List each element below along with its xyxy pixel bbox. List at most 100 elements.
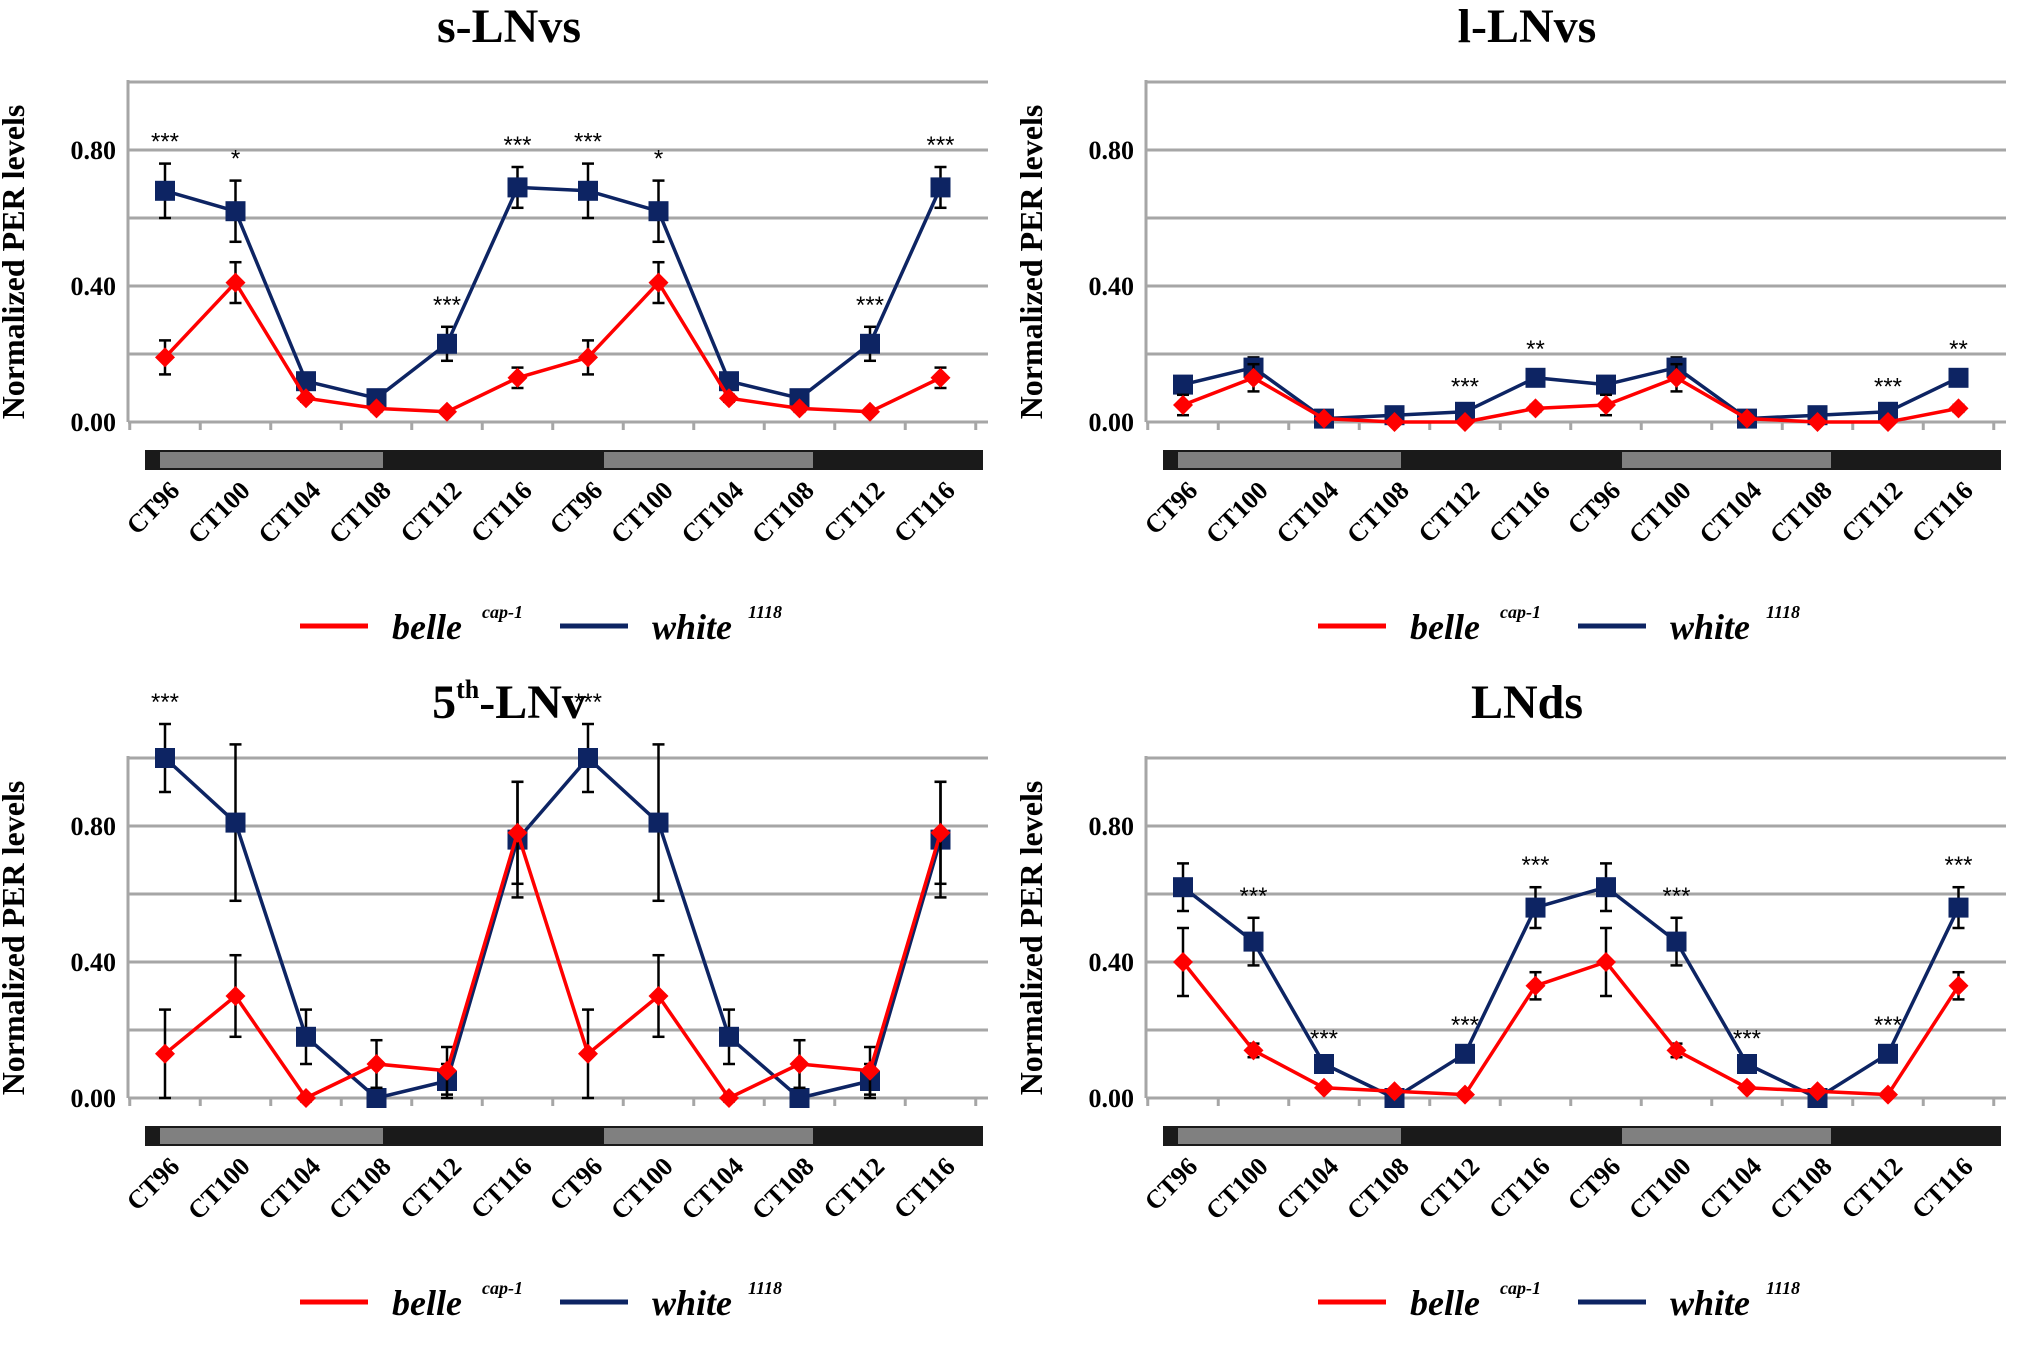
- x-tick-label: CT108: [323, 1152, 397, 1226]
- data-point-white1118: [1525, 897, 1546, 918]
- legend-sup-belle: cap-1: [1500, 1278, 1541, 1298]
- x-tick-label: CT116: [1906, 1152, 1979, 1225]
- data-point-white1118: [437, 333, 457, 354]
- series-line-bellecap-1: [163, 280, 942, 414]
- data-point-white1118: [789, 388, 810, 409]
- data-point-white1118: [366, 1088, 387, 1108]
- data-point-bellecap-1: [225, 272, 246, 293]
- data-point-white1118: [1243, 931, 1264, 952]
- x-tick-label: CT104: [676, 476, 750, 550]
- significance-marker: ***: [503, 132, 531, 159]
- data-point-bellecap-1: [578, 347, 598, 368]
- series-line-white1118: [1181, 885, 1961, 1100]
- data-point-bellecap-1: [930, 367, 951, 388]
- data-point-white1118: [1173, 374, 1193, 395]
- significance-marker: ***: [1451, 373, 1479, 400]
- legend: belle cap-1 white 1118: [1318, 602, 1800, 647]
- legend: belle cap-1 white 1118: [300, 602, 782, 647]
- data-point-bellecap-1: [719, 388, 739, 409]
- data-point-bellecap-1: [1737, 1077, 1757, 1098]
- legend-sup-white: 1118: [748, 602, 782, 622]
- x-tick-label: CT112: [818, 476, 891, 549]
- significance-marker: ***: [1662, 883, 1690, 910]
- data-point-bellecap-1: [437, 401, 457, 422]
- legend-sup-white: 1118: [1766, 602, 1800, 622]
- light-phase-segment: [604, 452, 813, 468]
- x-tick-label: CT104: [1694, 476, 1768, 550]
- x-tick-label: CT116: [1483, 1152, 1556, 1225]
- x-tick-label: CT116: [1906, 476, 1979, 549]
- legend-label-belle: belle: [392, 607, 462, 647]
- x-tick-label: CT100: [1200, 1152, 1274, 1226]
- legend-sup-belle: cap-1: [1500, 602, 1541, 622]
- y-tick-label: 0.00: [1089, 1084, 1135, 1113]
- x-tick-label: CT100: [1623, 476, 1697, 550]
- light-phase-segment: [1622, 1128, 1831, 1144]
- light-phase-segment: [1178, 452, 1401, 468]
- x-tick-label: CT112: [1836, 1152, 1909, 1225]
- significance-marker: *: [231, 146, 240, 173]
- significance-marker: ***: [574, 689, 602, 716]
- legend-label-white: white: [1670, 1283, 1750, 1323]
- significance-marker: ***: [1521, 852, 1549, 879]
- legend-label-white: white: [652, 607, 732, 647]
- significance-marker: ***: [856, 292, 884, 319]
- data-point-white1118: [719, 1026, 739, 1047]
- y-tick-label: 0.80: [71, 136, 117, 165]
- data-point-bellecap-1: [719, 1088, 739, 1108]
- panel-lnds: LNds 0.00 0.40 0.80 Normalized PER levels CT9…: [1013, 676, 2036, 1352]
- series-line-bellecap-1: [1182, 376, 1959, 424]
- data-point-white1118: [1455, 1043, 1475, 1064]
- y-tick-label: 0.00: [71, 408, 117, 437]
- significance-marker: ***: [151, 689, 179, 716]
- y-tick-label: 0.40: [1089, 948, 1135, 977]
- data-point-white1118: [1314, 1054, 1334, 1074]
- x-tick-label: CT112: [1413, 1152, 1486, 1225]
- chart-s-lnvs: s-LNvs 0.00 0.40 0.80 Normalized PER levels C…: [0, 0, 988, 647]
- data-point-bellecap-1: [1173, 952, 1193, 972]
- data-point-white1118: [1173, 877, 1193, 898]
- data-point-bellecap-1: [789, 1054, 810, 1074]
- data-point-white1118: [1948, 367, 1969, 388]
- data-point-bellecap-1: [1948, 975, 1969, 996]
- x-tick-label: CT100: [1623, 1152, 1697, 1226]
- data-point-bellecap-1: [296, 388, 316, 409]
- x-tick-label: CT104: [676, 1152, 750, 1226]
- x-tick-label: CT96: [1562, 1152, 1626, 1216]
- data-point-white1118: [930, 177, 951, 198]
- y-axis-label: Normalized PER levels: [0, 781, 31, 1096]
- significance-marker: ***: [926, 132, 954, 159]
- x-tick-label: CT116: [1483, 476, 1556, 549]
- data-point-bellecap-1: [1455, 1084, 1475, 1105]
- data-point-bellecap-1: [1243, 367, 1264, 388]
- data-point-bellecap-1: [1314, 408, 1334, 429]
- data-point-bellecap-1: [930, 822, 951, 843]
- legend-label-belle: belle: [1410, 607, 1480, 647]
- y-tick-label: 0.00: [1089, 408, 1135, 437]
- chart-title: s-LNvs: [437, 0, 581, 53]
- legend-label-white: white: [652, 1283, 732, 1323]
- data-point-bellecap-1: [1243, 1040, 1264, 1061]
- data-point-white1118: [225, 201, 246, 222]
- chart-title: LNds: [1471, 676, 1583, 729]
- x-tick-label: CT108: [1764, 476, 1838, 550]
- y-tick-label: 0.40: [71, 272, 117, 301]
- data-point-white1118: [578, 180, 598, 201]
- significance-marker: ***: [433, 292, 461, 319]
- data-point-white1118: [1525, 367, 1546, 388]
- panel-5th-lnv: 5th-LNv 0.00 0.40 0.80 Normalized PER levels…: [0, 675, 1018, 1352]
- chart-title-sup: th: [456, 675, 480, 704]
- legend-sup-belle: cap-1: [482, 602, 523, 622]
- data-point-bellecap-1: [1666, 1040, 1687, 1061]
- data-point-bellecap-1: [1384, 412, 1405, 432]
- x-tick-label: CT112: [395, 1152, 468, 1225]
- light-phase-segment: [604, 1128, 813, 1144]
- data-point-bellecap-1: [1596, 395, 1616, 415]
- data-point-bellecap-1: [366, 398, 387, 419]
- x-tick-label: CT100: [182, 1152, 256, 1226]
- significance-marker: **: [1949, 336, 1968, 363]
- significance-marker: *: [654, 146, 663, 173]
- data-point-bellecap-1: [648, 986, 669, 1006]
- x-tick-label: CT112: [1836, 476, 1909, 549]
- x-tick-label: CT104: [1271, 476, 1345, 550]
